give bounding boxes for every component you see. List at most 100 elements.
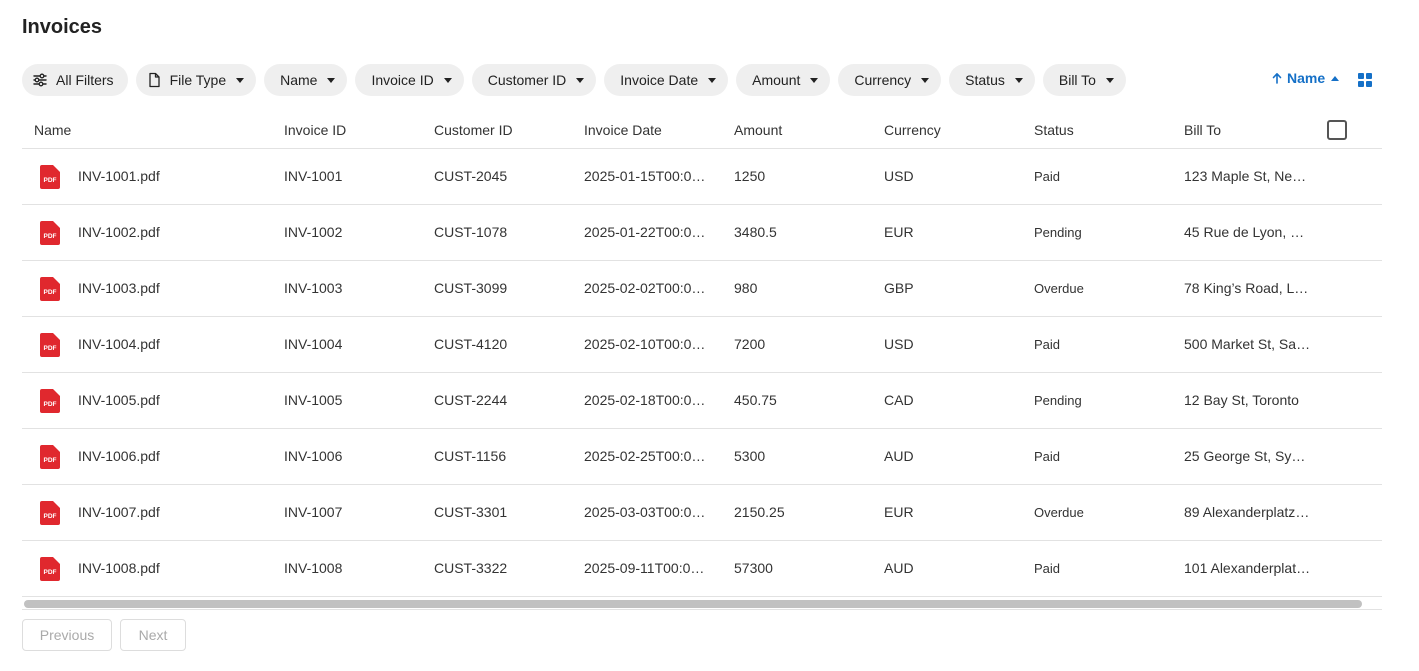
filter-customer-id[interactable]: Customer ID [471,64,597,96]
customer-id-cell: CUST-2244 [434,392,508,408]
invoice-id-cell: INV-1001 [284,168,343,184]
filter-status-label: Status [965,72,1005,88]
scrollbar-thumb[interactable] [24,600,1362,608]
filter-name-label: Name [280,72,318,88]
invoice-id-cell: INV-1008 [284,560,343,576]
filter-amount-label: Amount [752,72,801,88]
table-row[interactable]: PDF INV-1007.pdf INV-1007 CUST-3301 2025-03-… [22,485,1382,541]
amount-cell: 1250 [734,168,766,184]
currency-cell: AUD [884,560,914,576]
amount-cell: 3480.5 [734,224,777,240]
pdf-file-icon: PDF [40,501,60,525]
filter-name[interactable]: Name [264,64,348,96]
sort-label: Name [1287,70,1326,86]
filter-amount[interactable]: Amount [736,64,831,96]
filter-bar: All Filters File Type Name Invoice ID Cu… [22,64,1126,96]
bill-to-cell: 500 Market St, San Francisco [1184,336,1311,352]
column-header-invoice-date[interactable]: Invoice Date [584,122,662,138]
svg-text:PDF: PDF [44,289,57,296]
invoice-date-cell: 2025-09-11T00:00:00 [584,560,712,576]
chevron-down-icon [921,77,930,83]
customer-id-cell: CUST-4120 [434,336,508,352]
column-header-customer-id[interactable]: Customer ID [434,122,513,138]
amount-cell: 980 [734,280,758,296]
column-header-name[interactable]: Name [34,122,72,138]
invoice-id-cell: INV-1007 [284,504,343,520]
column-header-amount[interactable]: Amount [734,122,783,138]
customer-id-cell: CUST-3322 [434,560,508,576]
svg-text:PDF: PDF [44,233,57,240]
bill-to-cell: 89 Alexanderplatz, Berlin [1184,504,1311,520]
file-icon [146,72,162,88]
currency-cell: USD [884,168,914,184]
amount-cell: 2150.25 [734,504,785,520]
grid-view-toggle[interactable] [1358,73,1372,87]
filter-file-type-label: File Type [169,72,227,88]
bill-to-cell: 101 Alexanderplatz, Berlin [1184,560,1311,576]
filter-invoice-date-label: Invoice Date [620,72,699,88]
chevron-down-icon [327,77,336,83]
select-all-checkbox[interactable] [1327,120,1347,140]
sliders-icon [32,72,48,88]
filter-status[interactable]: Status [949,64,1035,96]
column-header-bill-to[interactable]: Bill To [1184,122,1222,138]
bill-to-cell: 78 King’s Road, London [1184,280,1311,296]
table-row[interactable]: PDF INV-1003.pdf INV-1003 CUST-3099 2025-02-… [22,261,1382,317]
invoice-id-cell: INV-1006 [284,448,343,464]
filter-currency-label: Currency [854,72,912,88]
svg-text:PDF: PDF [44,177,57,184]
currency-cell: GBP [884,280,914,296]
all-filters-button[interactable]: All Filters [22,64,128,96]
sort-by-name-button[interactable]: Name [1272,70,1340,86]
invoices-table: Name Invoice ID Customer ID Invoice Date… [22,112,1382,597]
table-row[interactable]: PDF INV-1001.pdf INV-1001 CUST-2045 2025-01-… [22,149,1382,205]
customer-id-cell: CUST-3099 [434,280,508,296]
next-page-button[interactable]: Next [120,619,186,651]
filter-file-type[interactable]: File Type [135,64,257,96]
all-filters-label: All Filters [56,72,114,88]
filter-bill-to[interactable]: Bill To [1042,64,1126,96]
table-row[interactable]: PDF INV-1004.pdf INV-1004 CUST-4120 2025-02-… [22,317,1382,373]
currency-cell: EUR [884,224,914,240]
column-header-status[interactable]: Status [1034,122,1074,138]
currency-cell: EUR [884,504,914,520]
invoice-id-cell: INV-1004 [284,336,343,352]
bill-to-cell: 123 Maple St, New York [1184,168,1311,184]
bill-to-cell: 25 George St, Sydney [1184,448,1311,464]
invoice-id-cell: INV-1005 [284,392,343,408]
svg-text:PDF: PDF [44,345,57,352]
table-row[interactable]: PDF INV-1005.pdf INV-1005 CUST-2244 2025-02-… [22,373,1382,429]
status-cell: Overdue [1034,281,1084,296]
table-row[interactable]: PDF INV-1008.pdf INV-1008 CUST-3322 2025-09-… [22,541,1382,597]
invoice-date-cell: 2025-02-25T00:00:00 [584,448,712,464]
column-header-currency[interactable]: Currency [884,122,941,138]
currency-cell: CAD [884,392,914,408]
table-row[interactable]: PDF INV-1006.pdf INV-1006 CUST-1156 2025-02-… [22,429,1382,485]
pdf-file-icon: PDF [40,389,60,413]
file-name-cell: INV-1002.pdf [78,224,160,240]
status-cell: Pending [1034,393,1082,408]
file-name-cell: INV-1005.pdf [78,392,160,408]
table-row[interactable]: PDF INV-1002.pdf INV-1002 CUST-1078 2025-01-… [22,205,1382,261]
invoice-id-cell: INV-1003 [284,280,343,296]
status-cell: Pending [1034,225,1082,240]
filter-invoice-date[interactable]: Invoice Date [604,64,729,96]
previous-page-button[interactable]: Previous [22,619,112,651]
invoice-date-cell: 2025-02-02T00:00:00 [584,280,712,296]
horizontal-scrollbar[interactable] [22,598,1382,610]
customer-id-cell: CUST-3301 [434,504,508,520]
pdf-file-icon: PDF [40,445,60,469]
invoice-date-cell: 2025-01-22T00:00:00 [584,224,712,240]
chevron-down-icon [1014,77,1023,83]
grid-view-icon [1358,73,1372,87]
column-header-invoice-id[interactable]: Invoice ID [284,122,347,138]
filter-currency[interactable]: Currency [838,64,942,96]
status-cell: Paid [1034,449,1061,464]
filter-invoice-id[interactable]: Invoice ID [355,64,464,96]
file-name-cell: INV-1006.pdf [78,448,160,464]
file-name-cell: INV-1007.pdf [78,504,160,520]
svg-text:PDF: PDF [44,401,57,408]
table-header: Name Invoice ID Customer ID Invoice Date… [22,112,1382,149]
status-cell: Overdue [1034,505,1084,520]
currency-cell: USD [884,336,914,352]
